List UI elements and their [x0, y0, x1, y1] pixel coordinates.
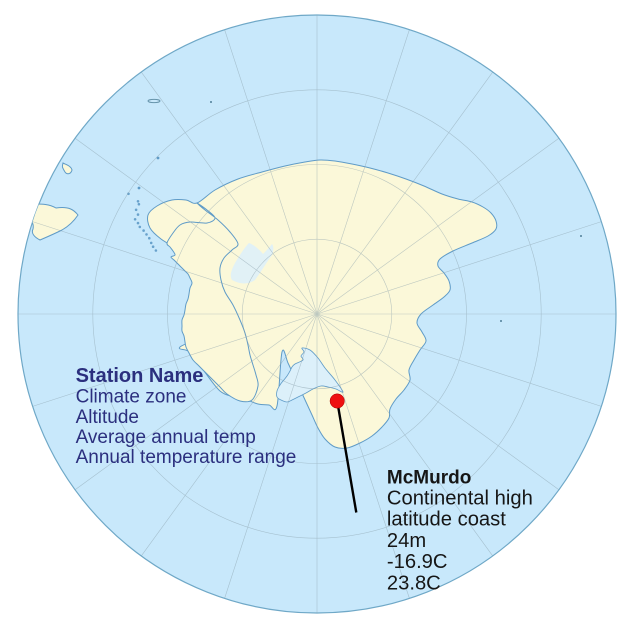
- svg-text:Continental high: Continental high: [387, 488, 533, 510]
- svg-text:latitude coast: latitude coast: [387, 509, 506, 531]
- svg-text:Station Name: Station Name: [76, 365, 204, 387]
- svg-text:Altitude: Altitude: [76, 407, 139, 428]
- svg-text:23.8C: 23.8C: [387, 572, 441, 594]
- svg-text:Average annual temp: Average annual temp: [76, 427, 256, 448]
- svg-text:Climate zone: Climate zone: [76, 387, 187, 408]
- svg-text:-16.9C: -16.9C: [387, 551, 448, 573]
- svg-text:24m: 24m: [387, 530, 426, 552]
- svg-text:Annual temperature range: Annual temperature range: [76, 447, 297, 468]
- svg-text:McMurdo: McMurdo: [387, 467, 471, 488]
